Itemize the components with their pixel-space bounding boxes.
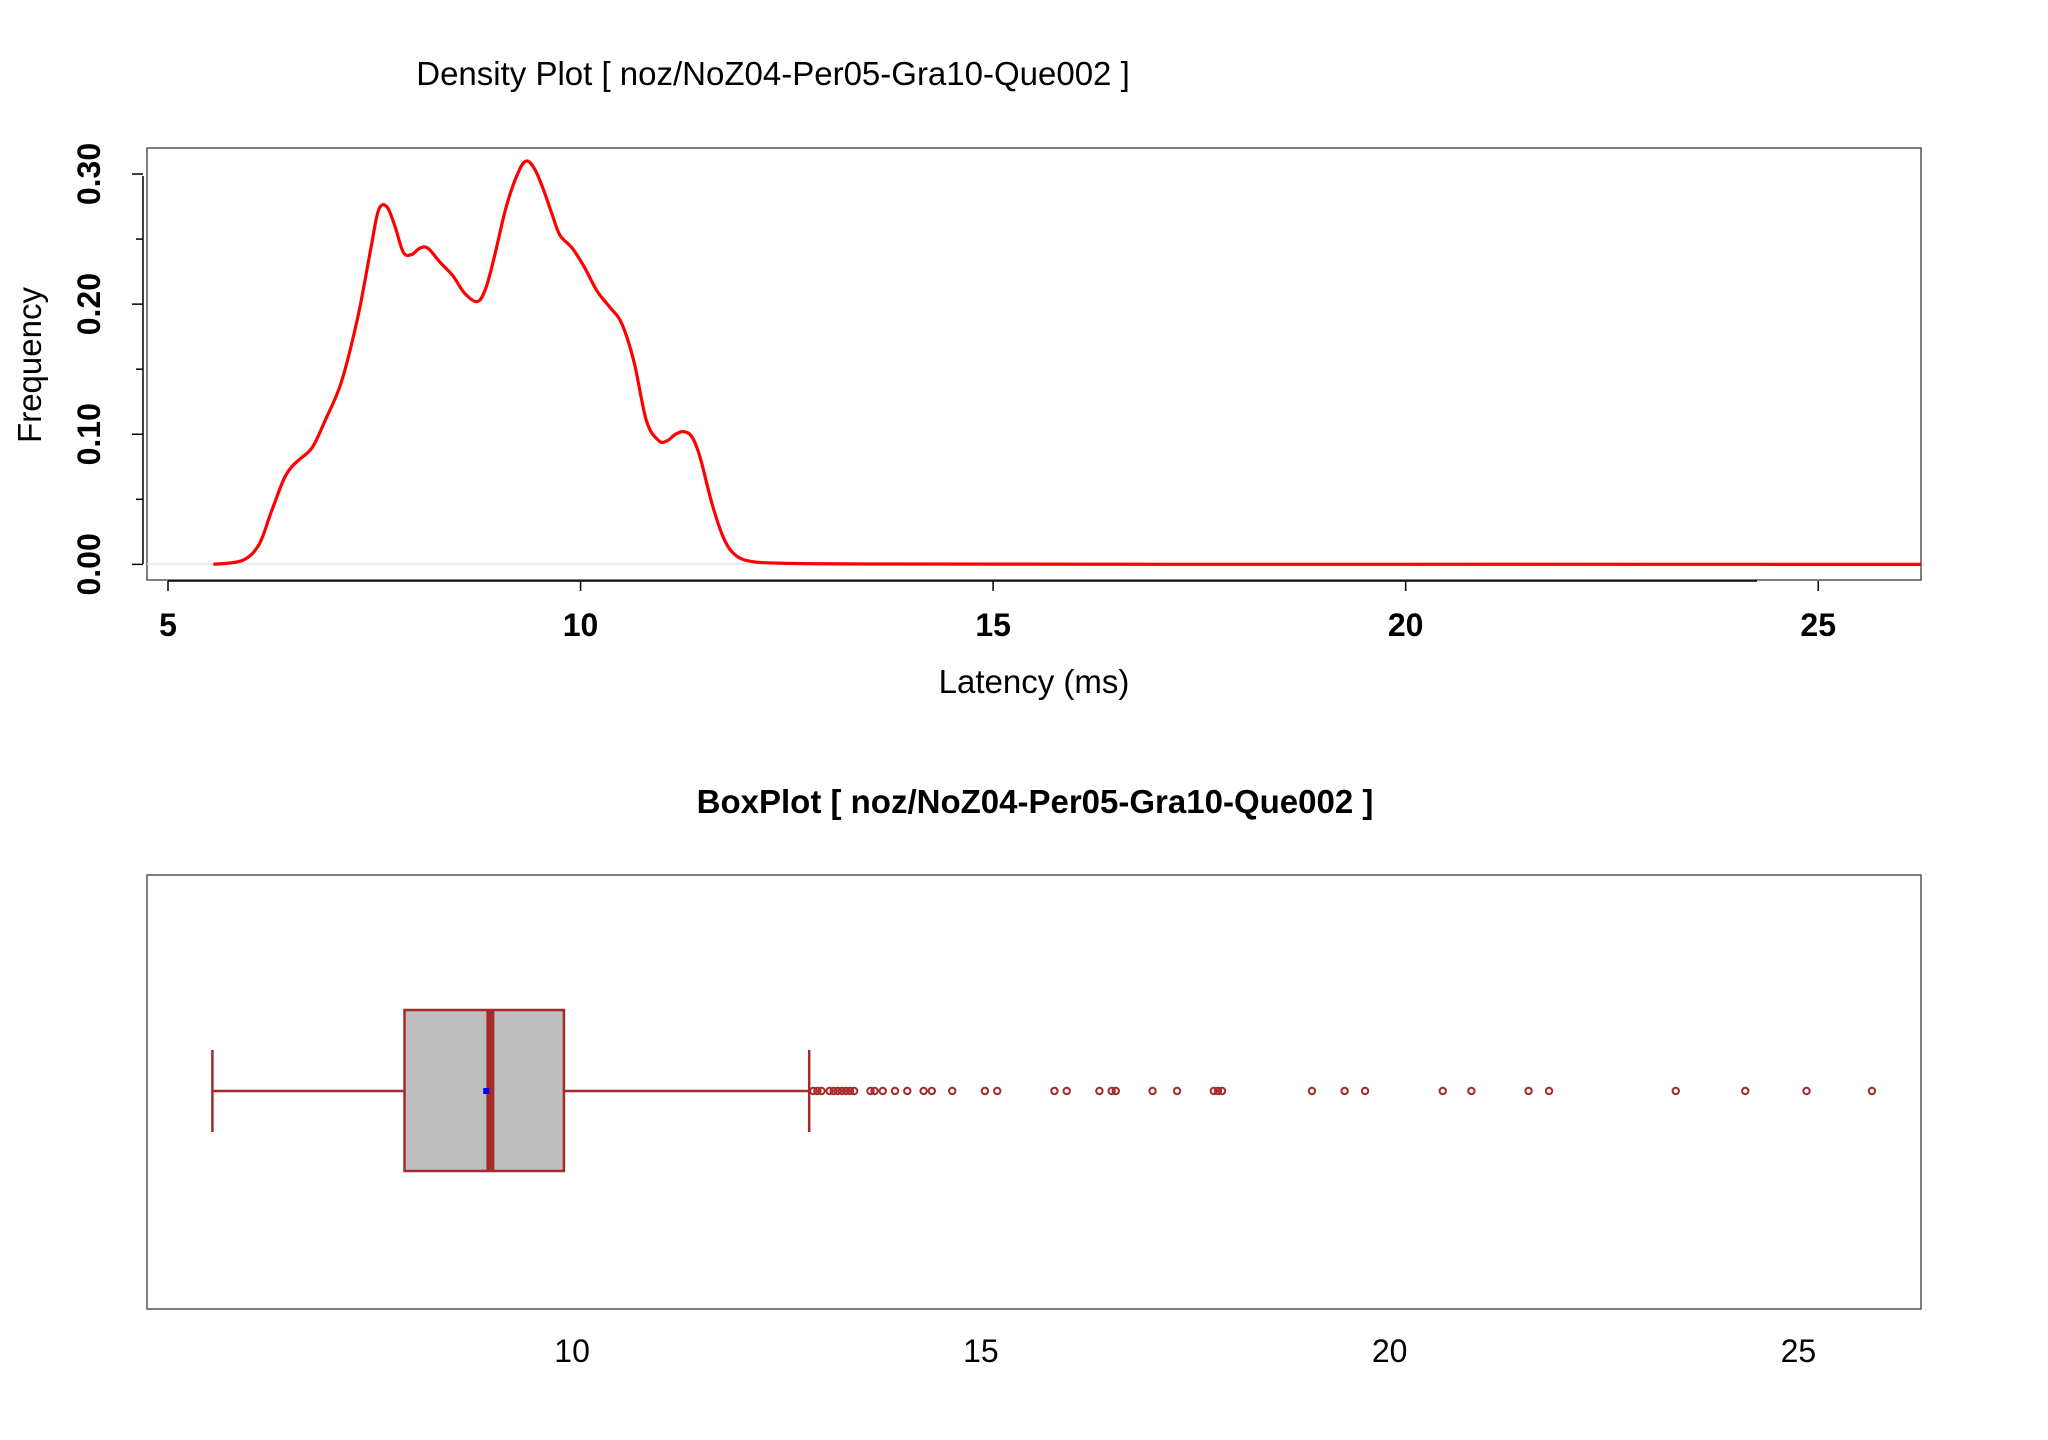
outlier-point [837,1086,847,1096]
outlier-point [866,1086,875,1096]
outlier-point [1671,1086,1680,1096]
outlier-point [829,1086,838,1096]
boxplot-body [211,1008,811,1173]
outlier-point [849,1086,859,1096]
outlier-point [1062,1086,1071,1096]
box-plot: BoxPlot [ noz/NoZ04-Per05-Gra10-Que002 ]… [146,783,1922,1369]
density-y-tick-label: 0.30 [71,143,107,205]
outlier-point [903,1086,912,1096]
density-ticks: 5 10 15 20 25 0.00 0.10 0.20 0.30 [71,143,1836,643]
outlier-point [833,1086,842,1096]
outlier-point [1148,1086,1157,1096]
density-x-tick-label: 15 [975,607,1011,643]
density-title: Density Plot [ noz/NoZ04-Per05-Gra10-Que… [416,55,1130,92]
outlier-point [817,1086,826,1096]
density-plot: Density Plot [ noz/NoZ04-Per05-Gra10-Que… [11,55,1922,700]
density-curve [213,159,1922,566]
density-x-label: Latency (ms) [939,663,1130,700]
boxplot-x-tick-label: 10 [554,1333,590,1369]
outlier-point [1107,1086,1116,1096]
outlier-point [1050,1086,1059,1096]
outlier-point [1209,1086,1219,1096]
outlier-point [870,1086,879,1096]
boxplot-outliers [809,1086,1877,1096]
outlier-point [1867,1086,1877,1096]
density-x-tick-label: 5 [159,607,177,643]
outlier-point [948,1086,957,1096]
boxplot-x-tick-label: 25 [1781,1333,1817,1369]
outlier-point [1213,1086,1223,1096]
boxplot-frame [146,874,1922,1310]
outlier-point [1340,1086,1349,1096]
outlier-point [1438,1086,1447,1096]
outlier-point [1524,1086,1533,1096]
outlier-point [993,1086,1002,1096]
outlier-point [878,1086,887,1096]
density-y-label: Frequency [11,287,48,443]
density-x-tick-label: 25 [1800,607,1836,643]
density-x-tick-label: 20 [1388,607,1424,643]
outlier-point [1217,1086,1227,1096]
density-plot-frame [146,147,1922,581]
outlier-point [1802,1086,1811,1096]
boxplot-title: BoxPlot [ noz/NoZ04-Per05-Gra10-Que002 ] [697,783,1374,820]
outlier-point [890,1086,900,1096]
outlier-point [1095,1086,1104,1096]
outlier-point [845,1086,855,1096]
outlier-point [1172,1086,1182,1096]
outlier-point [1467,1086,1476,1096]
outlier-point [1307,1086,1317,1096]
outlier-point [809,1086,818,1096]
outlier-point [927,1086,937,1096]
mean-marker [483,1088,490,1094]
boxplot-x-tick-label: 20 [1372,1333,1408,1369]
density-x-tick-label: 10 [563,607,599,643]
outlier-point [813,1086,822,1096]
density-y-tick-label: 0.00 [71,533,107,595]
outlier-point [1111,1086,1120,1096]
outlier-point [1741,1086,1750,1096]
outlier-point [825,1086,834,1096]
outlier-point [841,1086,851,1096]
density-y-tick-label: 0.10 [71,403,107,465]
outlier-point [1544,1086,1554,1096]
density-y-tick-label: 0.20 [71,273,107,335]
boxplot-ticks: 10 15 20 25 [554,1333,1816,1369]
outlier-point [1360,1086,1370,1096]
outlier-point [919,1086,928,1096]
outlier-point [980,1086,990,1096]
boxplot-x-tick-label: 15 [963,1333,999,1369]
